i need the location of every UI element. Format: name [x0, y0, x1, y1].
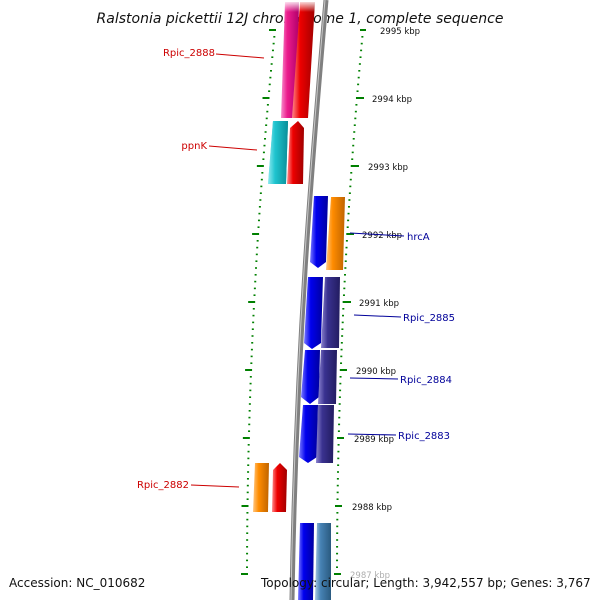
gene-ppnk[interactable] [287, 121, 304, 184]
gene-bottom-blue[interactable] [298, 523, 314, 600]
kbp-ticks: 2995 kbp 2994 kbp 2993 kbp 2992 kbp 2991… [334, 27, 420, 581]
gene-rpic-2885[interactable] [321, 277, 340, 348]
genes-inner-left [253, 2, 299, 512]
kbp-tick-label: 2994 kbp [372, 95, 412, 105]
chromosome-backbone [289, 0, 329, 600]
gene-label-rpic-2883[interactable]: Rpic_2883 [398, 431, 450, 442]
gene-labels: Rpic_2888 ppnK hrcA Rpic_2885 Rpic_2884 … [137, 48, 455, 491]
gene-rpic-2882-outer[interactable] [253, 463, 269, 512]
gene-hrca[interactable] [326, 197, 345, 270]
gene-rpic-2882[interactable] [272, 463, 287, 512]
gene-label-rpic-2885[interactable]: Rpic_2885 [403, 313, 455, 324]
kbp-tick-label: 2993 kbp [368, 163, 408, 173]
kbp-tick-label: 2991 kbp [359, 299, 399, 309]
kbp-tick-label: 2988 kbp [352, 503, 392, 513]
genes-outer-strand [315, 197, 345, 600]
gene-label-rpic-2884[interactable]: Rpic_2884 [400, 375, 452, 386]
kbp-tick-label: 2995 kbp [380, 27, 420, 37]
gene-rpic-2883-pair[interactable] [299, 405, 318, 463]
genes-red-strand [272, 2, 316, 512]
kbp-tick-label: 2992 kbp [362, 231, 402, 241]
gene-rpic-2885-pair[interactable] [304, 277, 323, 349]
gene-label-rpic-2882[interactable]: Rpic_2882 [137, 480, 189, 491]
summary-text: Topology: circular; Length: 3,942,557 bp… [260, 576, 591, 590]
gene-label-ppnk[interactable]: ppnK [181, 141, 207, 152]
gene-label-hrca[interactable]: hrcA [407, 232, 430, 243]
gene-bottom-steel[interactable] [315, 523, 331, 600]
gene-label-rpic-2888[interactable]: Rpic_2888 [163, 48, 215, 59]
left-tick-ring [241, 29, 276, 575]
kbp-tick-label: 2990 kbp [356, 367, 396, 377]
kbp-tick-label: 2987 kbp [350, 571, 390, 581]
gene-hrca-pair[interactable] [310, 196, 328, 268]
gene-label-leaders [190, 53, 405, 488]
gene-rpic-2884-pair[interactable] [301, 350, 320, 404]
gene-rpic-2884[interactable] [318, 350, 337, 404]
genes-blue-strand [298, 196, 328, 600]
gene-rpic-2883[interactable] [316, 405, 334, 463]
accession-text: Accession: NC_010682 [9, 576, 145, 590]
gene-rpic-2888[interactable] [292, 2, 315, 118]
kbp-tick-label: 2989 kbp [354, 435, 394, 445]
